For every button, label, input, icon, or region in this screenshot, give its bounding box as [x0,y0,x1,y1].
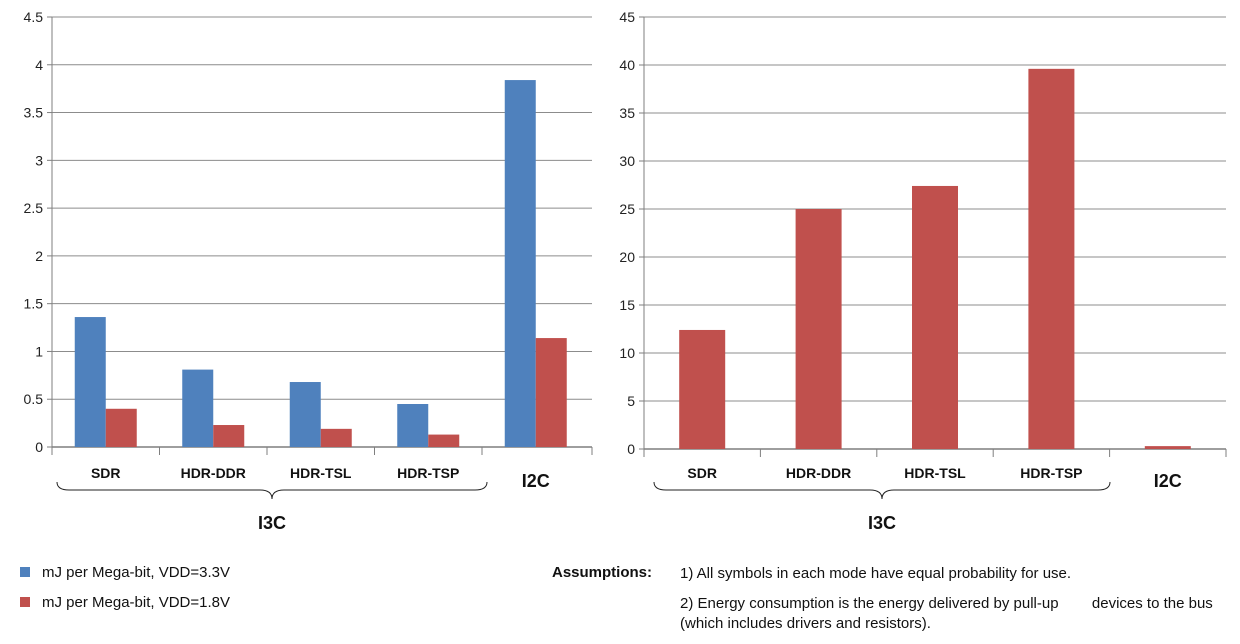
assumptions-list: 1) All symbols in each mode have equal p… [680,564,1240,644]
assumptions-label: Assumptions: [552,564,653,581]
i3c-brace [56,481,488,500]
bar-i2c-1v8 [1144,446,1191,449]
x-category-label-hdr-tsp: HDR-TSP [1020,465,1082,481]
assumption-2: 2) Energy consumption is the energy deli… [680,595,1213,632]
y-tick-label: 45 [619,9,635,25]
bar-hdr-ddr-1v8 [795,209,842,449]
y-tick-label: 3.5 [24,105,44,121]
bar-hdr-tsl-1v8 [912,185,958,449]
y-tick-label: 1.5 [24,296,44,312]
bar-i2c-1v8 [535,338,567,447]
bar-hdr-tsp-1v8 [428,434,460,447]
y-tick-label: 2.5 [24,200,44,216]
y-tick-label: 40 [619,57,635,73]
x-category-label-hdr-tsl: HDR-TSL [290,465,352,481]
y-tick-label: 4.5 [24,9,44,25]
y-tick-label: 10 [619,345,635,361]
bar-hdr-tsl-3v3 [289,382,321,447]
y-tick-label: 0 [627,441,635,457]
x-category-label-i2c: I2C [1154,471,1182,491]
y-tick-label: 20 [619,249,635,265]
y-tick-label: 2 [35,248,43,264]
y-tick-label: 15 [619,297,635,313]
y-tick-label: 5 [627,393,635,409]
bar-hdr-ddr-3v3 [182,369,214,447]
x-category-label-hdr-tsl: HDR-TSL [904,465,966,481]
x-category-label-sdr: SDR [91,465,121,481]
i3c-group-label: I3C [868,513,896,533]
y-tick-label: 0.5 [24,391,44,407]
bar-hdr-tsl-1v8 [320,428,352,447]
i3c-brace [653,481,1111,500]
legend-item-3v3: mJ per Mega-bit, VDD=3.3V [20,562,230,582]
x-category-label-hdr-tsp: HDR-TSP [397,465,459,481]
y-tick-label: 3 [35,152,43,168]
i3c-group-label: I3C [258,513,286,533]
bar-sdr-1v8 [105,408,137,447]
y-tick-label: 1 [35,343,43,359]
bar-sdr-3v3 [74,317,106,447]
x-category-label-i2c: I2C [522,471,550,491]
bar-hdr-ddr-1v8 [213,425,245,447]
y-tick-label: 4 [35,57,43,73]
legend-label-3v3: mJ per Mega-bit, VDD=3.3V [42,563,230,581]
x-category-label-sdr: SDR [687,465,717,481]
bar-i2c-3v3 [504,80,536,448]
legend-swatch-red [20,597,30,607]
x-category-label-hdr-ddr: HDR-DDR [181,465,246,481]
legend-swatch-blue [20,567,30,577]
legend-label-1v8: mJ per Mega-bit, VDD=1.8V [42,593,230,611]
y-tick-label: 30 [619,153,635,169]
bar-hdr-tsp-1v8 [1028,68,1075,449]
legend-item-1v8: mJ per Mega-bit, VDD=1.8V [20,592,230,612]
y-tick-label: 25 [619,201,635,217]
legend: mJ per Mega-bit, VDD=3.3V mJ per Mega-bi… [20,562,230,622]
y-tick-label: 35 [619,105,635,121]
bar-sdr-1v8 [679,329,726,449]
bar-hdr-tsp-3v3 [397,404,429,447]
y-tick-label: 0 [35,439,43,455]
x-category-label-hdr-ddr: HDR-DDR [786,465,851,481]
assumption-1: 1) All symbols in each mode have equal p… [680,565,1072,582]
